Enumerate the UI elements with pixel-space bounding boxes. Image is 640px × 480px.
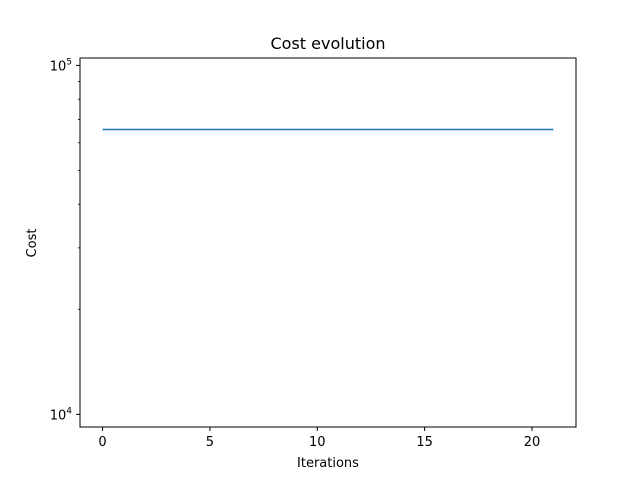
x-tick-label: 15 [416,435,433,450]
y-tick-label: 104 [50,406,73,423]
y-axis-label: Cost [25,229,40,258]
x-axis-ticks: 0 5 10 15 20 [98,427,540,450]
x-tick-label: 20 [524,435,541,450]
plot-frame [79,57,577,428]
x-tick-label: 10 [309,435,326,450]
x-axis-label: Iterations [297,456,359,471]
x-tick-label: 5 [206,435,214,450]
chart-title: Cost evolution [271,34,386,53]
y-tick-label: 105 [50,57,72,74]
y-axis-ticks: 104 105 [50,57,80,423]
x-tick-label: 0 [98,435,106,450]
